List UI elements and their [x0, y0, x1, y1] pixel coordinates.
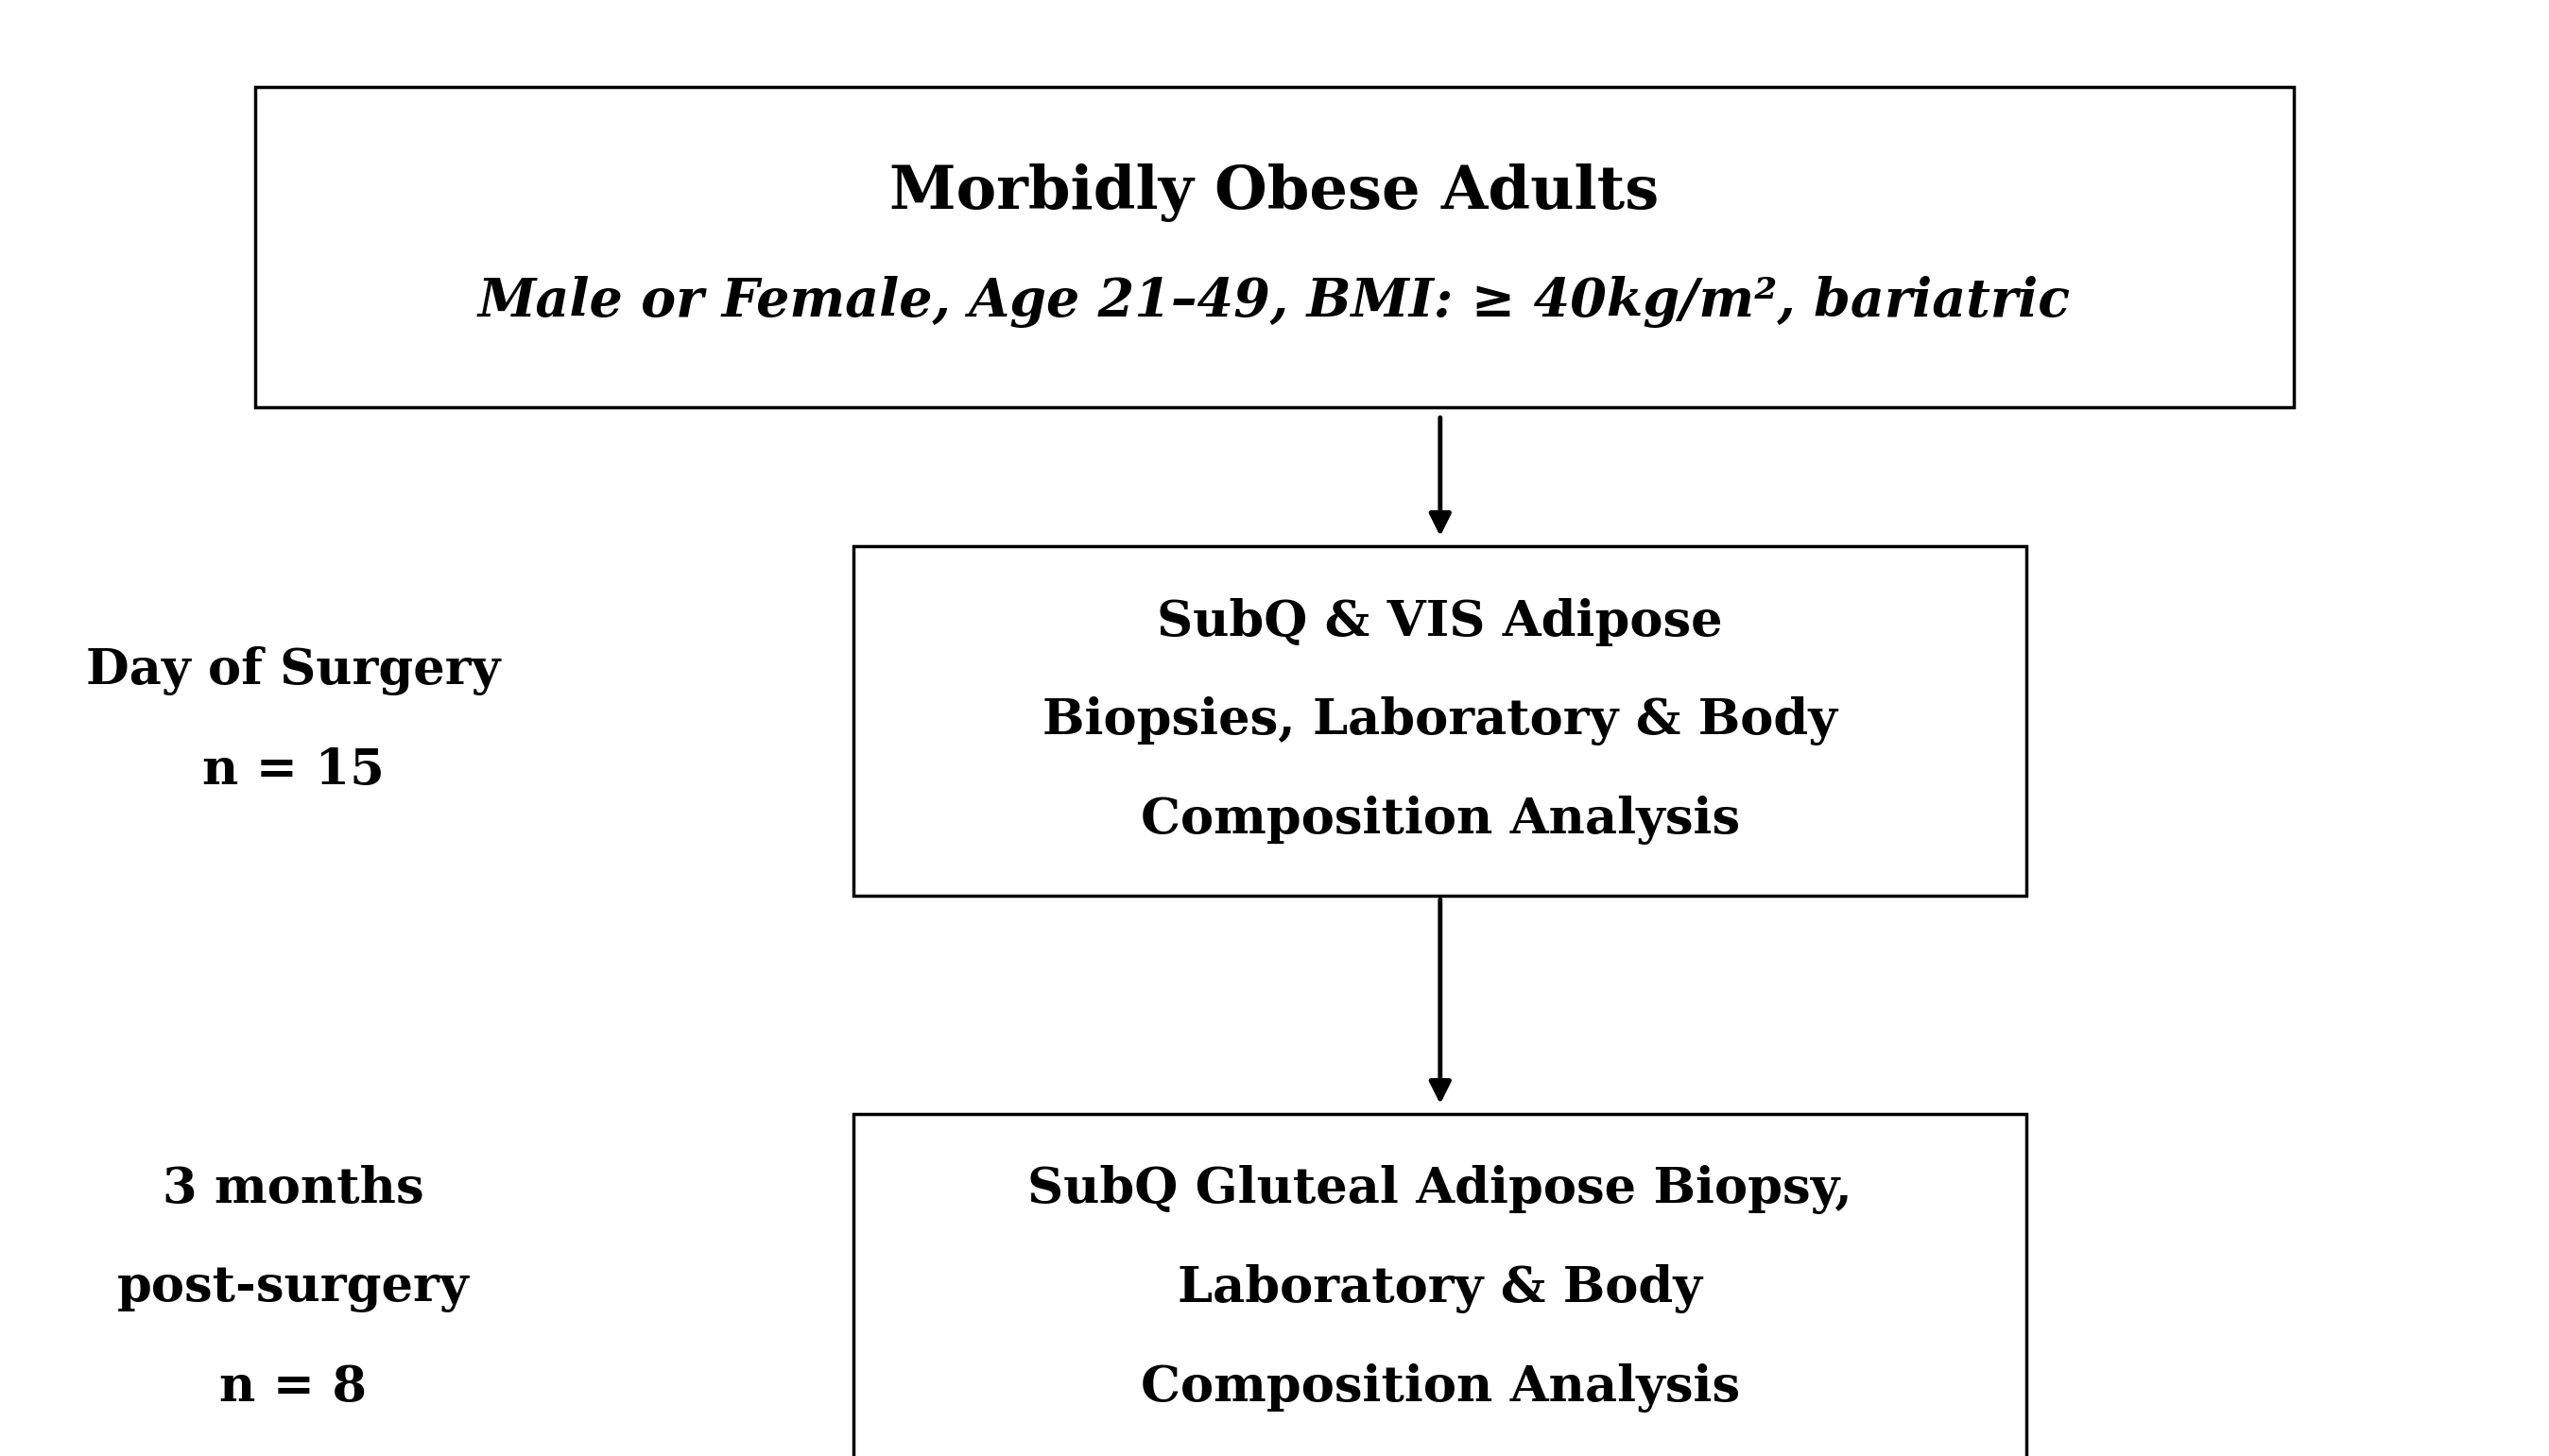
Text: Morbidly Obese Adults: Morbidly Obese Adults — [890, 163, 1659, 223]
Text: Composition Analysis: Composition Analysis — [1139, 795, 1741, 844]
Text: Day of Surgery: Day of Surgery — [87, 646, 500, 696]
Text: Biopsies, Laboratory & Body: Biopsies, Laboratory & Body — [1043, 696, 1838, 745]
Text: SubQ Gluteal Adipose Biopsy,: SubQ Gluteal Adipose Biopsy, — [1027, 1165, 1853, 1214]
Text: Male or Female, Age 21–49, BMI: ≥ 40kg/m², bariatric: Male or Female, Age 21–49, BMI: ≥ 40kg/m… — [479, 277, 2070, 328]
Text: Composition Analysis: Composition Analysis — [1139, 1363, 1741, 1412]
Text: n = 8: n = 8 — [219, 1363, 367, 1412]
FancyBboxPatch shape — [854, 1114, 2026, 1456]
Text: post-surgery: post-surgery — [117, 1264, 469, 1313]
Text: 3 months: 3 months — [163, 1165, 423, 1214]
FancyBboxPatch shape — [255, 87, 2294, 408]
Text: Laboratory & Body: Laboratory & Body — [1178, 1264, 1703, 1313]
Text: n = 15: n = 15 — [201, 745, 385, 795]
FancyBboxPatch shape — [854, 546, 2026, 895]
Text: SubQ & VIS Adipose: SubQ & VIS Adipose — [1157, 597, 1723, 646]
